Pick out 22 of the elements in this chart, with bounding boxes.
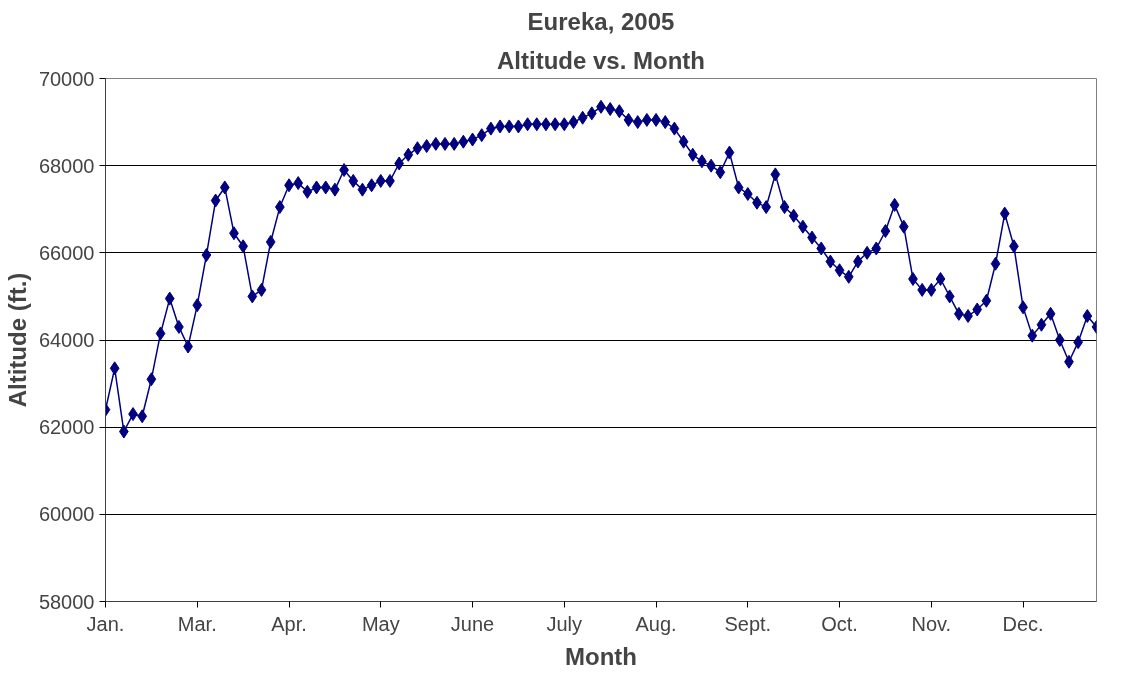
y-tick-label: 70000 xyxy=(38,67,95,90)
chart-title: Eureka, 2005 xyxy=(527,7,675,35)
x-axis-title: Month xyxy=(565,642,637,670)
x-tick-label: Jan. xyxy=(86,612,125,635)
x-tick-label: Mar. xyxy=(177,612,217,635)
x-tick-label: June xyxy=(450,612,495,635)
x-tick-label: Oct. xyxy=(821,612,858,635)
x-tick-label: Aug. xyxy=(635,612,677,635)
y-tick-label: 64000 xyxy=(38,329,95,351)
y-tick-label: 60000 xyxy=(38,503,95,526)
y-tick-label: 68000 xyxy=(38,154,95,177)
x-tick-label: July xyxy=(546,612,583,635)
x-tick-label: Apr. xyxy=(271,612,307,635)
y-axis-title: Altitude (ft.) xyxy=(3,272,31,408)
x-tick-label: Dec. xyxy=(1002,612,1044,635)
y-tick-label: 62000 xyxy=(38,416,95,439)
y-tick-label: 66000 xyxy=(38,241,95,264)
y-tick-label: 58000 xyxy=(38,590,95,613)
x-tick-label: Sept. xyxy=(724,612,772,635)
x-tick-label: May xyxy=(361,612,400,635)
chart-subtitle: Altitude vs. Month xyxy=(497,46,705,74)
x-tick-label: Nov. xyxy=(911,612,952,635)
